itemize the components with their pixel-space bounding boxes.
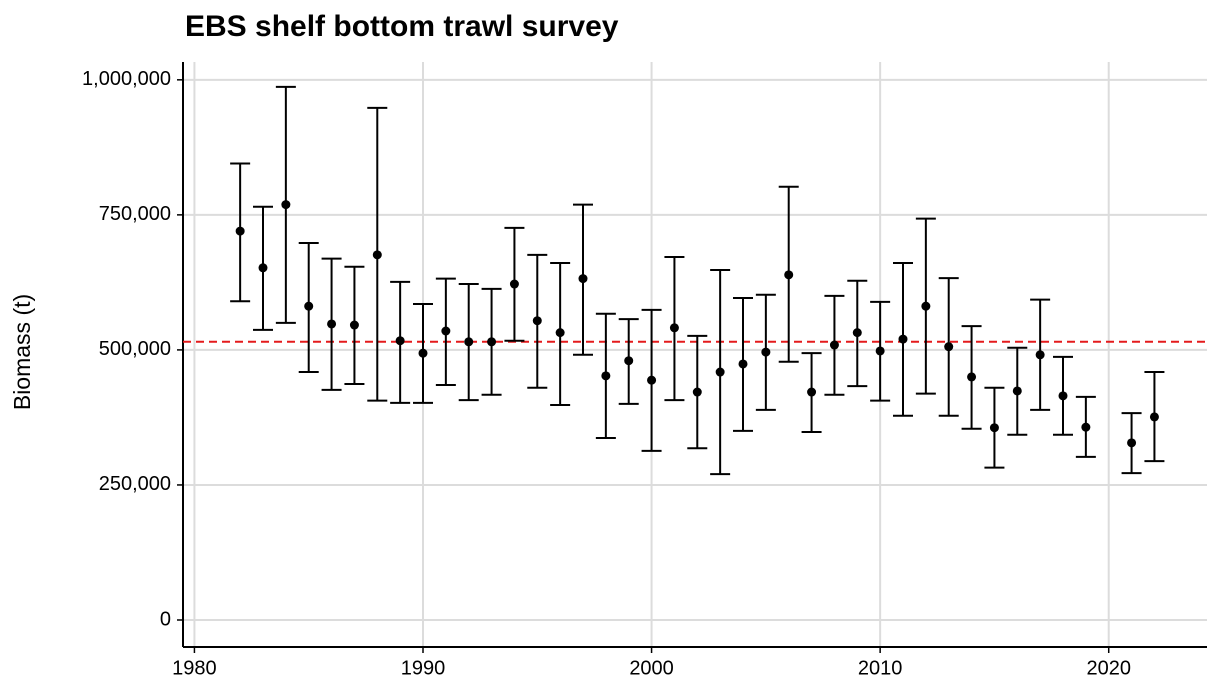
y-tick-label: 1,000,000 — [82, 68, 171, 90]
point — [784, 270, 794, 280]
x-tick-label: 2010 — [858, 657, 903, 679]
x-tick-label: 2000 — [629, 657, 674, 679]
point — [692, 387, 702, 397]
point — [669, 323, 679, 333]
point — [464, 337, 474, 347]
point — [647, 375, 657, 385]
point — [852, 328, 862, 338]
point — [989, 423, 999, 433]
y-axis-label: Biomass (t) — [9, 294, 35, 410]
y-tick-label: 250,000 — [99, 473, 171, 495]
point — [921, 301, 931, 311]
point — [487, 337, 497, 347]
x-tick-label: 1980 — [172, 657, 217, 679]
point — [875, 346, 885, 356]
point — [509, 279, 519, 289]
point — [807, 387, 817, 397]
point — [715, 367, 725, 377]
point — [372, 250, 382, 260]
point — [967, 372, 977, 382]
point — [1058, 391, 1068, 401]
point — [829, 340, 839, 350]
point — [1012, 386, 1022, 396]
point — [944, 342, 954, 352]
y-tick-label: 0 — [160, 608, 171, 630]
point — [1081, 422, 1091, 432]
y-tick-label: 500,000 — [99, 338, 171, 360]
x-tick-label: 1990 — [401, 657, 446, 679]
point — [601, 371, 611, 381]
point — [555, 328, 565, 338]
point — [1149, 412, 1159, 422]
point — [738, 359, 748, 369]
point — [761, 347, 771, 357]
point — [1127, 438, 1137, 448]
x-tick-label: 2020 — [1086, 657, 1131, 679]
point — [258, 263, 268, 273]
point — [441, 326, 451, 336]
y-tick-label: 750,000 — [99, 203, 171, 225]
point — [1035, 350, 1045, 360]
point — [281, 200, 291, 210]
point — [395, 336, 405, 346]
point — [624, 356, 634, 366]
point — [349, 320, 359, 330]
point — [235, 226, 245, 236]
point — [532, 316, 542, 326]
point — [898, 334, 908, 344]
point — [418, 348, 428, 358]
chart-title: EBS shelf bottom trawl survey — [185, 10, 619, 43]
point — [578, 274, 588, 284]
point — [327, 319, 337, 329]
point — [304, 301, 314, 311]
